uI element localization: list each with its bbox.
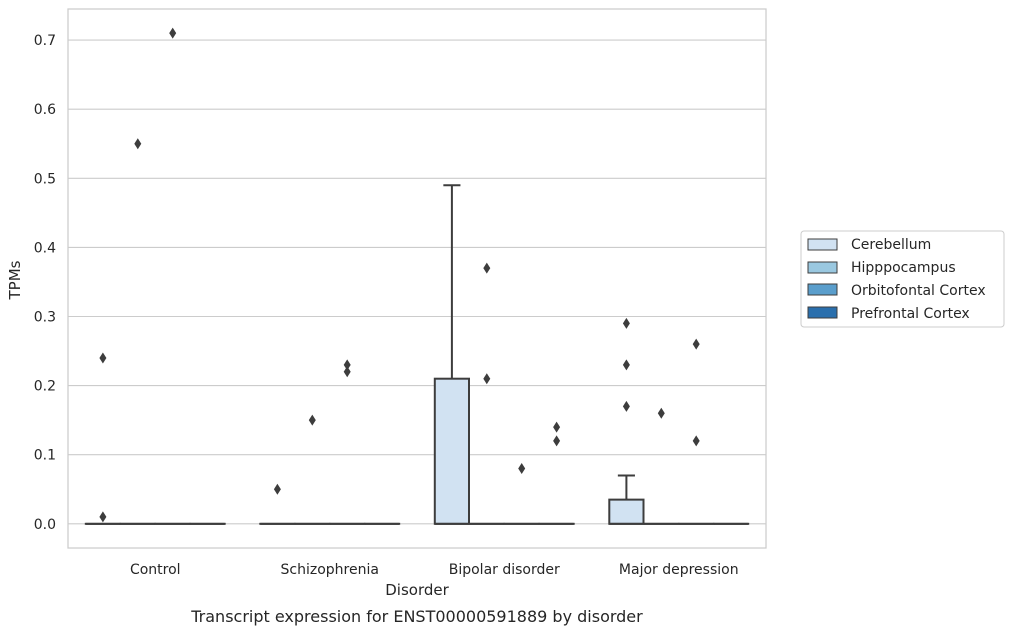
plot-frame <box>67 8 767 549</box>
box <box>433 377 471 525</box>
y-tick-label: 0.0 <box>34 517 56 533</box>
chart-caption: Transcript expression for ENST0000059188… <box>190 607 643 626</box>
legend-label-prefrontal: Prefrontal Cortex <box>851 306 970 322</box>
boxes <box>84 184 750 525</box>
outlier-point <box>553 421 561 433</box>
outlier-point <box>483 373 491 385</box>
y-axis-label: TPMs <box>6 260 24 300</box>
legend: Cerebellum Hipppocampus Orbitofontal Cor… <box>800 230 1005 328</box>
x-tick-label: Schizophrenia <box>281 562 379 578</box>
outlier-point <box>343 359 351 371</box>
outlier-point <box>273 483 281 495</box>
legend-swatch-orbitofrontal <box>807 283 838 296</box>
outlier-point <box>134 138 142 150</box>
box-group <box>433 184 471 525</box>
outlier-point <box>99 511 107 523</box>
legend-swatch-cerebellum <box>807 238 838 251</box>
outlier-point <box>518 463 526 475</box>
y-tick-label: 0.2 <box>34 379 56 395</box>
legend-frame <box>800 230 1005 328</box>
outlier-point <box>308 414 316 426</box>
outlier-point <box>483 262 491 274</box>
x-tick-label: Control <box>130 562 181 578</box>
outlier-point <box>622 359 630 371</box>
legend-swatch-hippocampus <box>807 261 838 274</box>
x-tick-label: Major depression <box>619 562 739 578</box>
box-group <box>608 474 645 525</box>
outlier-point <box>692 435 700 447</box>
outlier-point <box>99 352 107 364</box>
y-tick-label: 0.5 <box>34 171 56 187</box>
y-tick-label: 0.4 <box>34 240 56 256</box>
outlier-point <box>622 400 630 412</box>
legend-label-orbitofrontal: Orbitofontal Cortex <box>851 283 986 299</box>
outliers <box>99 27 700 523</box>
x-tick-labels: Control Schizophrenia Bipolar disorder Majo… <box>130 562 739 578</box>
legend-label-cerebellum: Cerebellum <box>851 237 931 253</box>
y-tick-labels: 0.0 0.1 0.2 0.3 0.4 0.5 0.6 0.7 <box>34 33 56 533</box>
outlier-point <box>553 435 561 447</box>
grid-lines <box>68 39 766 525</box>
y-tick-label: 0.7 <box>34 33 56 49</box>
outlier-point <box>622 317 630 329</box>
y-tick-label: 0.3 <box>34 310 56 326</box>
plot-area <box>68 9 766 548</box>
outlier-point <box>169 27 177 39</box>
legend-label-hippocampus: Hipppocampus <box>851 260 956 276</box>
x-axis-label: Disorder <box>385 581 449 599</box>
y-tick-label: 0.6 <box>34 102 56 118</box>
outlier-point <box>692 338 700 350</box>
outlier-point <box>343 366 351 378</box>
y-tick-label: 0.1 <box>34 448 56 464</box>
legend-swatch-prefrontal <box>807 306 838 319</box>
outlier-point <box>657 407 665 419</box>
x-tick-label: Bipolar disorder <box>449 562 560 578</box>
box <box>608 498 645 525</box>
